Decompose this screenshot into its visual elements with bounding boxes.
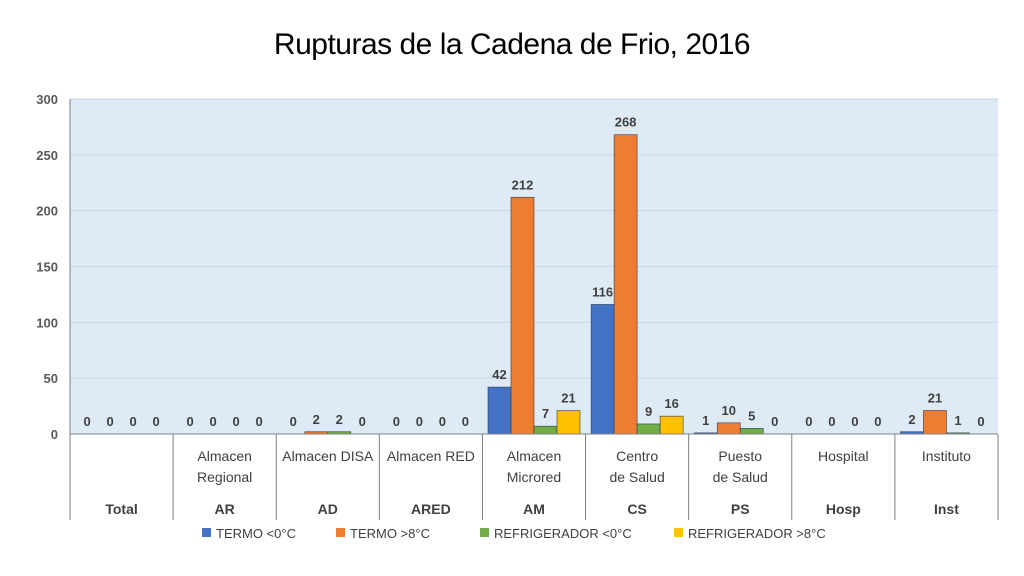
data-label: 0: [129, 414, 136, 429]
bar: [923, 410, 947, 435]
data-label: 116: [592, 284, 613, 299]
data-label: 0: [290, 414, 297, 429]
bar: [659, 415, 684, 435]
data-label: 0: [851, 414, 858, 429]
data-label: 42: [492, 367, 506, 382]
category-group-label: Hosp: [826, 501, 861, 517]
bar: [636, 423, 661, 435]
bar: [716, 422, 741, 435]
data-label: 0: [805, 414, 812, 429]
category-label: Centro: [616, 448, 658, 464]
bar: [556, 410, 581, 435]
data-label: 2: [336, 412, 343, 427]
category-group-label: ARED: [411, 501, 451, 517]
data-label: 0: [152, 414, 159, 429]
data-label: 0: [439, 414, 446, 429]
category-group-label: PS: [731, 501, 750, 517]
y-tick-label: 150: [36, 260, 58, 275]
legend-swatch: [674, 528, 683, 537]
data-label: 16: [664, 396, 678, 411]
category-label: Almacen: [197, 448, 251, 464]
data-label: 268: [615, 115, 637, 130]
data-label: 2: [313, 412, 320, 427]
data-label: 0: [256, 414, 263, 429]
axes: 050100150200250300TotalAlmacenRegionalAR…: [36, 92, 999, 520]
y-tick-label: 200: [36, 204, 58, 219]
data-label: 0: [393, 414, 400, 429]
category-label: Puesto: [718, 448, 762, 464]
legend-swatch: [336, 528, 345, 537]
category-group-label: Total: [105, 501, 137, 517]
legend: TERMO <0°C TERMO >8°C REFRIGERADOR <0°C REF…: [202, 526, 826, 541]
category-label: de Salud: [609, 469, 664, 485]
data-label: 212: [512, 177, 534, 192]
category-group-label: AM: [523, 501, 545, 517]
category-label: Almacen DISA: [282, 448, 374, 464]
legend-swatch: [202, 528, 211, 537]
category-group-label: Inst: [934, 501, 959, 517]
data-label: 5: [748, 408, 755, 423]
y-tick-label: 300: [36, 92, 58, 107]
data-label: 0: [416, 414, 423, 429]
category-label: Hospital: [818, 448, 869, 464]
data-label: 0: [874, 414, 881, 429]
category-label: Almacen RED: [387, 448, 475, 464]
data-label: 0: [828, 414, 835, 429]
bar: [487, 386, 512, 435]
category-group-label: AR: [215, 501, 235, 517]
y-tick-label: 100: [36, 315, 58, 330]
data-label: 0: [106, 414, 113, 429]
data-label: 0: [771, 414, 778, 429]
data-label: 10: [721, 403, 735, 418]
category-label: Almacen: [507, 448, 561, 464]
y-tick-label: 0: [51, 427, 58, 442]
bar: [533, 425, 558, 435]
y-tick-label: 250: [36, 148, 58, 163]
bar: [510, 196, 535, 435]
data-label: 0: [187, 414, 194, 429]
legend-label: TERMO <0°C: [216, 526, 296, 541]
data-label: 1: [954, 413, 961, 428]
category-label: Instituto: [922, 448, 971, 464]
y-tick-label: 50: [44, 371, 58, 386]
data-label: 0: [977, 414, 984, 429]
legend-label: TERMO >8°C: [350, 526, 430, 541]
bar: [590, 304, 615, 435]
data-label: 0: [359, 414, 366, 429]
chart-title: Rupturas de la Cadena de Frio, 2016: [273, 28, 751, 61]
legend-swatch: [480, 528, 489, 537]
data-label: 7: [542, 406, 549, 421]
data-label: 21: [561, 391, 575, 406]
category-group-label: AD: [318, 501, 338, 517]
category-label: de Salud: [713, 469, 768, 485]
data-label: 0: [233, 414, 240, 429]
bar: [739, 428, 764, 435]
category-group-label: CS: [627, 501, 646, 517]
data-label: 0: [462, 414, 469, 429]
data-label: 0: [83, 414, 90, 429]
category-label: Microred: [507, 469, 561, 485]
data-label: 0: [210, 414, 217, 429]
bar: [613, 134, 638, 435]
data-label: 9: [645, 404, 652, 419]
legend-label: REFRIGERADOR <0°C: [494, 526, 632, 541]
data-label: 1: [702, 413, 709, 428]
legend-label: REFRIGERADOR >8°C: [688, 526, 826, 541]
data-label: 21: [928, 391, 942, 406]
data-label: 2: [908, 412, 915, 427]
category-label: Regional: [197, 469, 252, 485]
